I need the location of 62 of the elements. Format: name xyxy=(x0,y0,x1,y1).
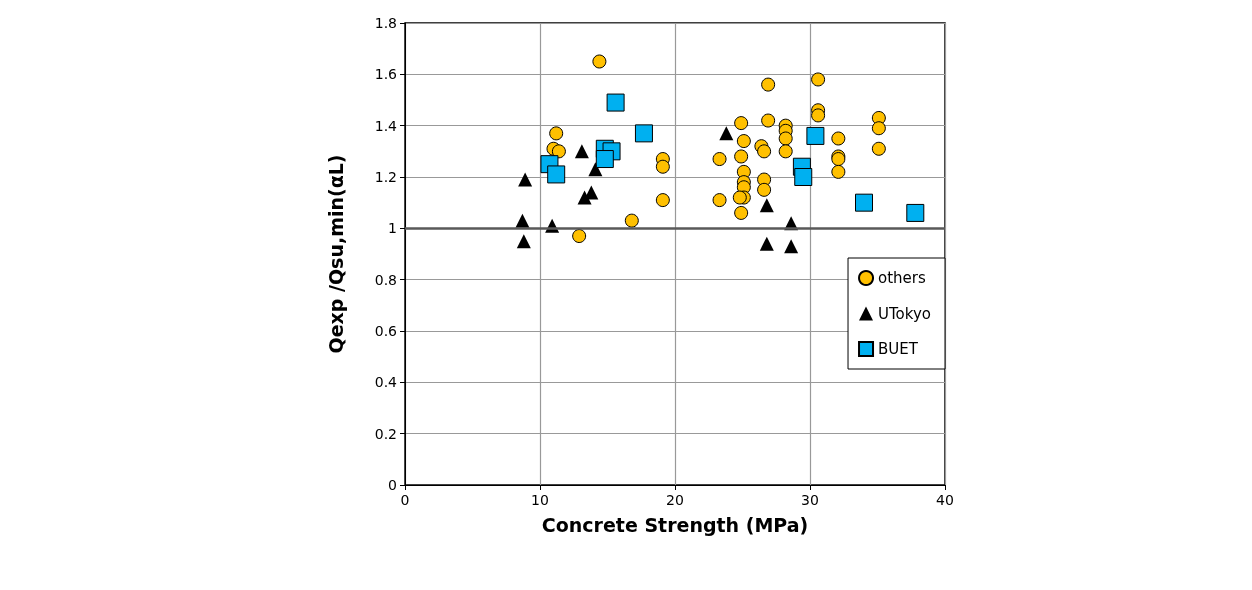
point xyxy=(518,172,533,187)
point xyxy=(806,126,825,145)
y-tick-label: 0.8 xyxy=(374,271,397,288)
point xyxy=(736,134,751,149)
point xyxy=(871,121,886,136)
point xyxy=(551,144,566,159)
point xyxy=(595,150,614,169)
point xyxy=(778,144,793,159)
point xyxy=(592,54,607,69)
x-tick-label: 0 xyxy=(400,492,410,508)
x-tick-label: 10 xyxy=(531,492,549,508)
point xyxy=(794,168,813,186)
point xyxy=(549,126,564,141)
y-tick-label: 0.4 xyxy=(374,374,398,391)
legend-label: UTokyo xyxy=(878,304,932,323)
point xyxy=(761,77,776,92)
point xyxy=(734,116,749,131)
point xyxy=(712,193,727,208)
y-tick-label: 1.2 xyxy=(374,169,397,185)
point xyxy=(811,108,826,123)
point xyxy=(655,193,670,208)
point xyxy=(606,93,625,112)
point xyxy=(712,152,727,167)
point xyxy=(778,131,793,146)
legend-label: others xyxy=(878,269,926,287)
x-axis-title: Concrete Strength (MPa) xyxy=(541,513,809,536)
point xyxy=(761,113,776,128)
x-tick-label: 40 xyxy=(936,492,954,508)
point xyxy=(624,213,639,228)
point xyxy=(759,236,774,251)
y-tick-label: 0.6 xyxy=(374,323,398,339)
point xyxy=(831,164,846,179)
point xyxy=(855,193,873,212)
y-tick-label: 1.8 xyxy=(374,15,397,31)
point xyxy=(734,205,749,220)
point xyxy=(655,159,670,174)
point xyxy=(574,144,589,159)
point xyxy=(906,203,925,222)
y-tick-label: 1.6 xyxy=(374,66,398,83)
point xyxy=(719,126,734,141)
point xyxy=(634,124,653,143)
point xyxy=(759,198,774,213)
point xyxy=(734,149,749,164)
y-tick-label: 1.4 xyxy=(374,117,398,134)
point xyxy=(757,182,772,197)
y-axis-title: Qexp /Qsu,min(αL) xyxy=(324,154,347,354)
legend-label: BUET xyxy=(878,340,919,358)
point xyxy=(577,190,592,205)
point xyxy=(572,229,587,244)
point xyxy=(757,144,772,159)
y-tick-label: 0 xyxy=(388,477,397,493)
x-tick-label: 30 xyxy=(801,492,819,508)
y-tick-label: 1 xyxy=(388,220,397,237)
point xyxy=(516,234,531,249)
point xyxy=(784,239,799,254)
x-tick-label: 20 xyxy=(666,492,684,508)
point xyxy=(871,141,886,156)
y-tick-label: 0.2 xyxy=(374,425,397,442)
point xyxy=(547,165,566,184)
point xyxy=(811,72,826,87)
point xyxy=(732,190,747,205)
point xyxy=(831,131,846,146)
